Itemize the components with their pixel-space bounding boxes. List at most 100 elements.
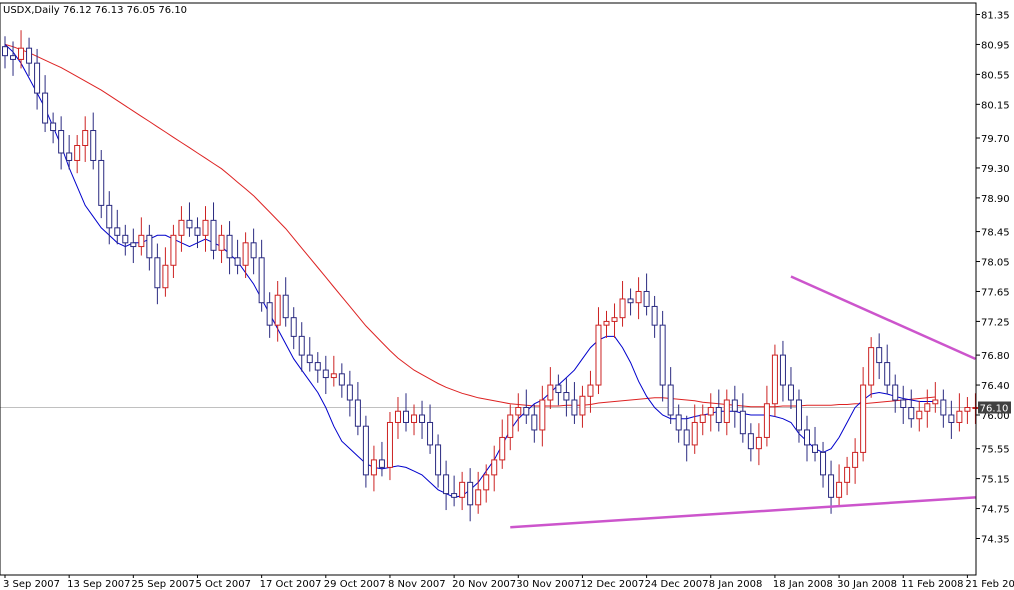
- candle: [122, 224, 129, 256]
- x-tick-label: 13 Sep 2007: [67, 579, 130, 590]
- candle: [587, 370, 594, 413]
- candle: [459, 471, 466, 511]
- candle: [611, 303, 618, 338]
- candle: [539, 385, 546, 447]
- candle-body: [346, 384, 353, 401]
- candle-body: [26, 47, 33, 64]
- candle-body: [411, 414, 418, 423]
- y-tick-label: 77.25: [981, 317, 1010, 328]
- candle-body: [868, 347, 875, 386]
- candle: [34, 48, 41, 110]
- candle: [138, 217, 145, 256]
- candle-body: [787, 384, 794, 401]
- candle-body: [563, 392, 570, 401]
- y-tick-label: 76.00: [981, 411, 1010, 422]
- candle: [18, 30, 25, 69]
- candle: [354, 382, 361, 436]
- candle: [26, 37, 33, 76]
- candle: [523, 389, 530, 424]
- candle-body: [266, 302, 273, 326]
- candle-body: [354, 399, 361, 427]
- candle-body: [194, 227, 201, 236]
- candle: [483, 464, 490, 503]
- candle-body: [362, 425, 369, 476]
- candle-body: [924, 403, 931, 412]
- candle-body: [755, 436, 762, 450]
- candle-body: [338, 373, 345, 386]
- x-tick-label: 30 Jan 2008: [837, 579, 897, 590]
- candle: [306, 337, 313, 372]
- candle: [651, 295, 658, 338]
- candle-body: [146, 234, 153, 259]
- candle: [731, 385, 738, 428]
- candle-body: [98, 159, 105, 206]
- y-tick-label: 80.95: [981, 40, 1010, 51]
- trendline-upper[interactable]: [790, 275, 976, 360]
- y-tick-label: 74.75: [981, 505, 1010, 516]
- candle: [266, 292, 273, 338]
- candle-body: [242, 242, 249, 266]
- candle-body: [876, 347, 883, 364]
- ohlc-readout: 76.12 76.13 76.05 76.10: [63, 5, 187, 16]
- candle-body: [378, 459, 385, 468]
- candle: [346, 370, 353, 417]
- candle: [475, 471, 482, 514]
- candle-body: [314, 362, 321, 371]
- x-tick-label: 8 Nov 2007: [388, 579, 446, 590]
- candle-body: [771, 354, 778, 405]
- x-tick-label: 8 Jan 2008: [709, 579, 763, 590]
- x-tick-label: 18 Jan 2008: [773, 579, 833, 590]
- candle-body: [900, 399, 907, 408]
- candle: [282, 277, 289, 327]
- candle-body: [154, 257, 161, 289]
- candle: [932, 382, 939, 413]
- candle: [763, 385, 770, 447]
- candle: [507, 404, 514, 451]
- candle: [924, 389, 931, 428]
- candle: [202, 206, 209, 252]
- candle-body: [579, 395, 586, 416]
- candle: [956, 393, 963, 432]
- candle: [443, 460, 450, 511]
- y-tick-label: 77.65: [981, 287, 1010, 298]
- candle: [884, 344, 891, 395]
- trendline-lower[interactable]: [510, 496, 976, 529]
- candle: [908, 389, 915, 428]
- candle: [916, 400, 923, 432]
- candle-body: [523, 407, 530, 416]
- candle-body: [587, 384, 594, 397]
- candle: [114, 209, 121, 245]
- candle: [378, 441, 385, 477]
- candle-body: [178, 219, 185, 236]
- candle: [779, 340, 786, 402]
- candle-body: [595, 324, 602, 386]
- x-tick-label: 5 Oct 2007: [195, 579, 250, 590]
- candle: [403, 393, 409, 432]
- candle-body: [932, 399, 939, 405]
- candle-body: [435, 444, 442, 476]
- candle: [723, 389, 730, 436]
- candle: [322, 355, 329, 395]
- candle-body: [667, 384, 674, 416]
- candle: [595, 307, 602, 395]
- candle-body: [731, 399, 738, 412]
- y-tick-label: 79.30: [981, 164, 1010, 175]
- candle-body: [282, 294, 289, 319]
- candle-body: [916, 410, 923, 420]
- candle-body: [258, 257, 265, 304]
- candle: [10, 41, 17, 76]
- candle-body: [330, 373, 337, 379]
- candle: [755, 423, 762, 466]
- candle: [940, 389, 947, 428]
- candle: [563, 378, 570, 417]
- candle-body: [210, 219, 217, 251]
- candle: [451, 475, 458, 507]
- candle-body: [555, 384, 562, 394]
- candle-body: [627, 298, 634, 304]
- candle: [707, 393, 714, 432]
- candle-body: [812, 444, 819, 453]
- candle-body: [90, 130, 97, 161]
- candle: [747, 423, 754, 462]
- candle-body: [515, 407, 522, 416]
